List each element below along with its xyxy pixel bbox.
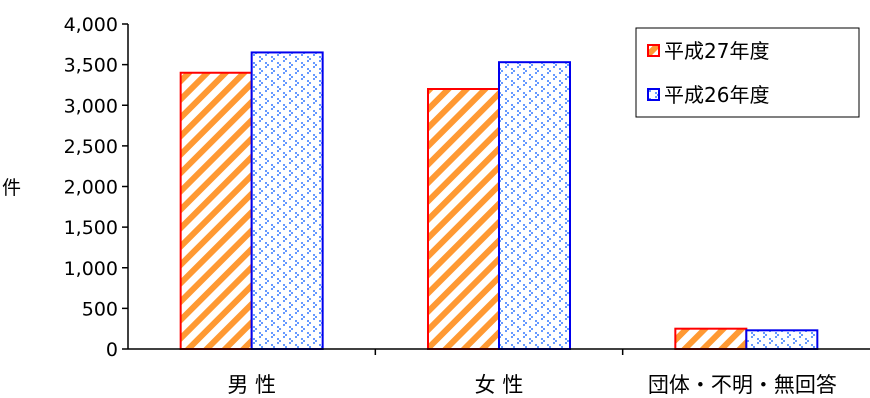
- bar-series-2-cat-3: [745, 329, 819, 350]
- category-labels: 男 性 女 性 団体・不明・無回答: [227, 373, 837, 397]
- y-tick-label: 3,500: [64, 55, 118, 77]
- bars: [179, 51, 819, 350]
- legend-box: [635, 27, 860, 118]
- legend-swatch-series-1: [647, 44, 660, 57]
- bar-series-1-cat-1: [179, 71, 253, 350]
- y-axis-label: 件: [2, 177, 21, 199]
- y-tick-label: 2,500: [64, 136, 118, 158]
- category-label: 女 性: [475, 373, 524, 397]
- y-tick-label: 1,500: [64, 217, 118, 239]
- y-tick-label: 500: [82, 298, 118, 320]
- y-tick-label: 1,000: [64, 258, 118, 280]
- legend-label-series-1: 平成27年度: [664, 39, 769, 63]
- bar-series-2-cat-1: [250, 51, 324, 350]
- bar-series-1-cat-3: [674, 327, 748, 350]
- y-tick-label: 4,000: [64, 14, 118, 36]
- legend: 平成27年度 平成26年度: [635, 27, 860, 118]
- y-axis-ticks: 0 500 1,000 1,500 2,000 2,500 3,000 3,500 4,000: [64, 14, 128, 361]
- y-tick-label: 3,000: [64, 95, 118, 117]
- y-tick-label: 2,000: [64, 177, 118, 199]
- x-axis-ticks: [374, 349, 624, 355]
- y-tick-label: 0: [106, 339, 118, 361]
- bar-series-2-cat-2: [498, 61, 571, 350]
- category-label: 団体・不明・無回答: [648, 373, 837, 397]
- legend-swatch-series-2: [647, 88, 660, 101]
- category-label: 男 性: [227, 373, 276, 397]
- bar-series-1-cat-2: [427, 88, 500, 350]
- legend-label-series-2: 平成26年度: [664, 83, 769, 107]
